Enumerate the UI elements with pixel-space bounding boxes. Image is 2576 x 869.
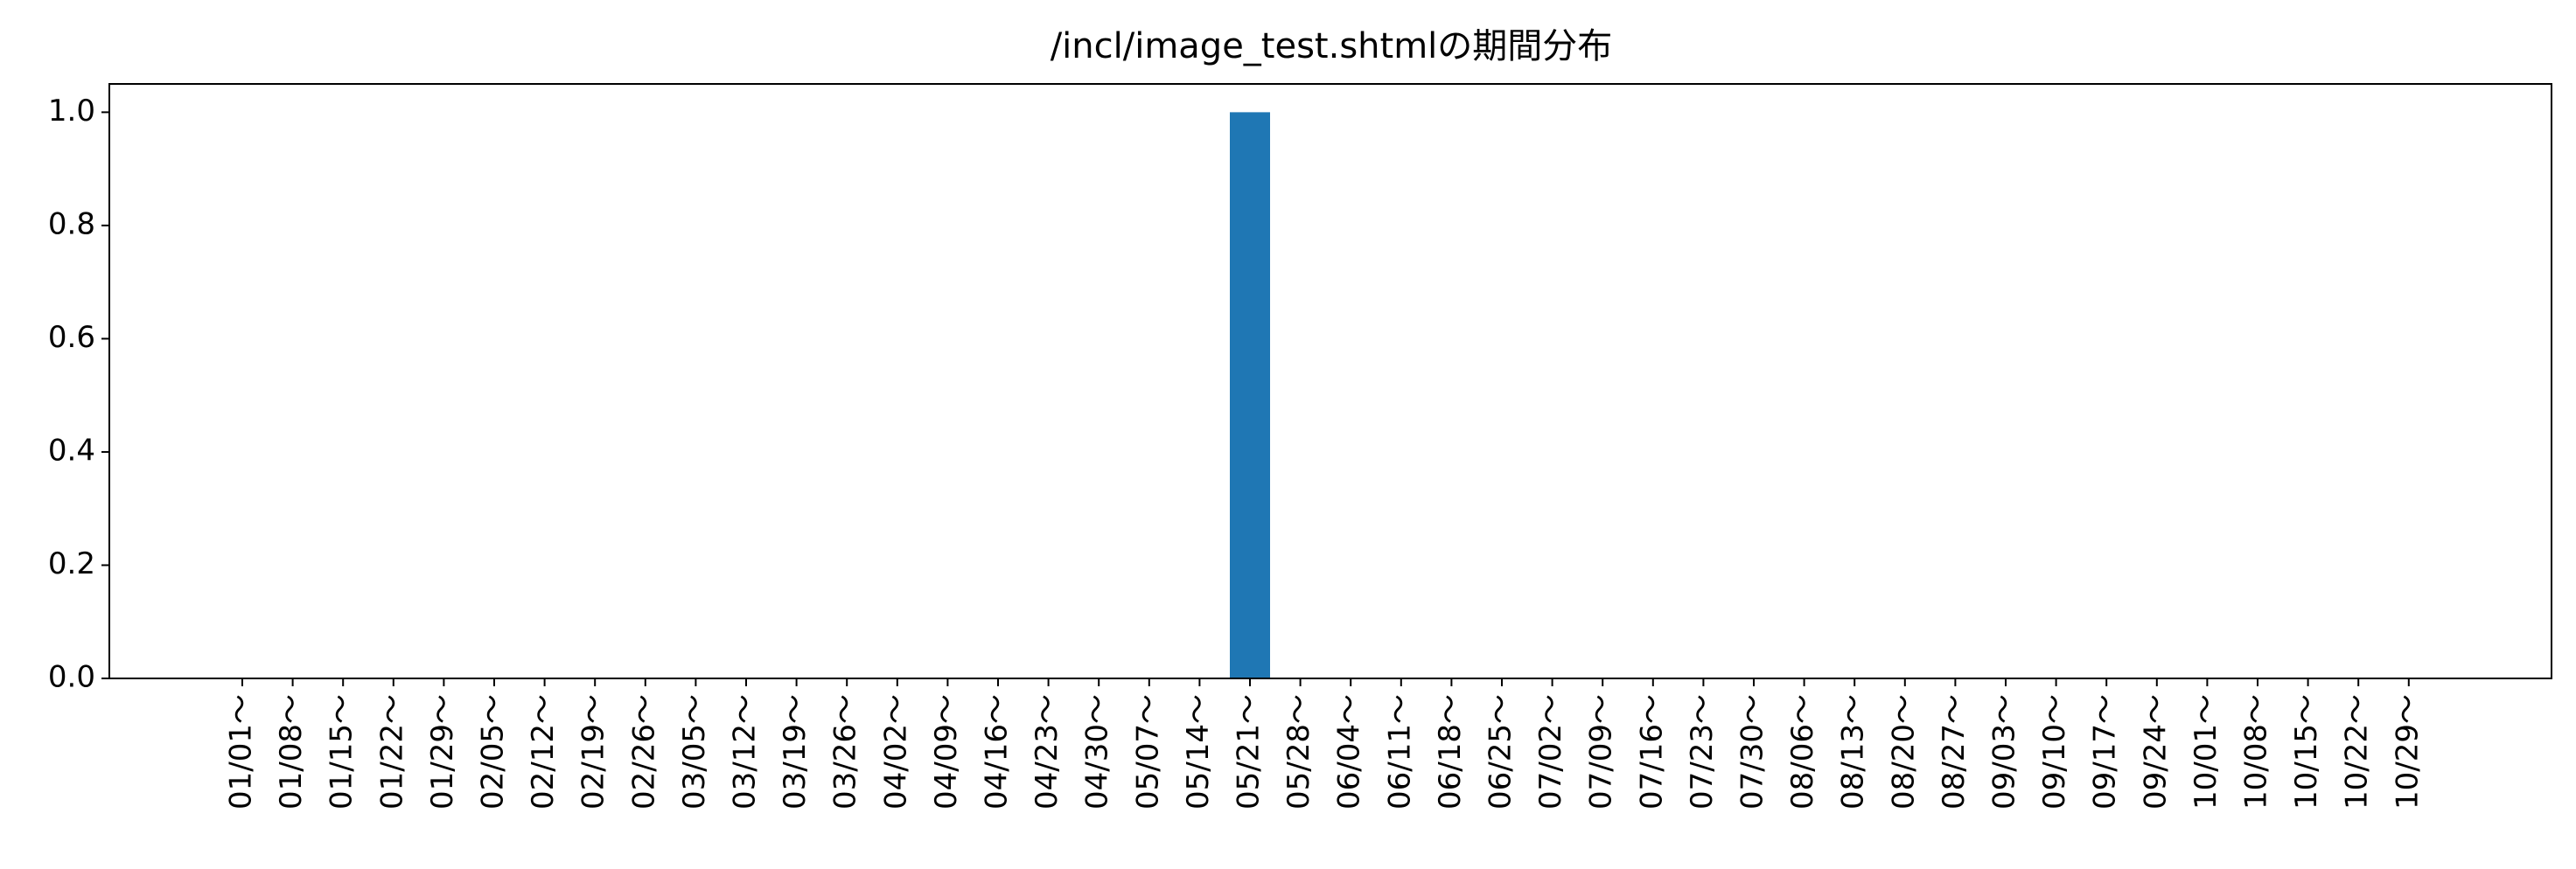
x-tick-label-41: 10/15～ [2289, 694, 2324, 810]
x-tick-label-21: 05/28～ [1281, 694, 1316, 810]
plot-frame [108, 83, 2552, 679]
x-tick-label-4: 01/29～ [425, 694, 460, 810]
y-axis: 0.0 0.2 0.4 0.6 0.8 1.0 [48, 94, 109, 695]
x-tick-label-0: 01/01～ [224, 694, 259, 810]
x-tick-label-31: 08/06～ [1785, 694, 1820, 810]
x-tick-label-13: 04/02～ [878, 694, 913, 810]
x-tick-label-10: 03/12～ [728, 694, 763, 810]
x-tick-label-2: 01/15～ [325, 694, 360, 810]
x-tick-label-8: 02/26～ [626, 694, 661, 810]
x-tick-label-3: 01/22～ [374, 694, 409, 810]
y-tick-label-2: 0.4 [48, 433, 95, 468]
x-tick-label-11: 03/19～ [778, 694, 813, 810]
y-tick-label-0: 0.0 [48, 660, 95, 695]
x-tick-label-37: 09/17～ [2088, 694, 2123, 810]
y-tick-label-5: 1.0 [48, 94, 95, 129]
x-tick-label-18: 05/07～ [1130, 694, 1165, 810]
x-tick-label-14: 04/09～ [929, 694, 964, 810]
bars [1230, 112, 1270, 678]
x-tick-label-23: 06/11～ [1382, 694, 1417, 810]
x-tick-label-20: 05/21～ [1232, 694, 1267, 810]
x-tick-label-34: 08/27～ [1937, 694, 1972, 810]
x-tick-label-42: 10/22～ [2340, 694, 2375, 810]
x-tick-label-25: 06/25～ [1483, 694, 1518, 810]
x-tick-label-9: 03/05～ [677, 694, 712, 810]
x-tick-label-7: 02/19～ [576, 694, 611, 810]
x-tick-label-19: 05/14～ [1181, 694, 1216, 810]
x-tick-label-33: 08/20～ [1886, 694, 1921, 810]
x-tick-label-36: 09/10～ [2037, 694, 2072, 810]
x-tick-label-39: 10/01～ [2189, 694, 2223, 810]
y-tick-label-3: 0.6 [48, 320, 95, 355]
x-tick-label-40: 10/08～ [2239, 694, 2274, 810]
x-tick-label-24: 06/18～ [1433, 694, 1468, 810]
x-tick-label-22: 06/04～ [1332, 694, 1367, 810]
x-tick-label-15: 04/16～ [980, 694, 1015, 810]
x-tick-label-43: 10/29～ [2390, 694, 2425, 810]
x-tick-label-30: 07/30～ [1735, 694, 1770, 810]
x-tick-label-38: 09/24～ [2138, 694, 2173, 810]
x-tick-label-5: 02/05～ [476, 694, 511, 810]
x-tick-label-28: 07/16～ [1634, 694, 1669, 810]
x-tick-label-1: 01/08～ [274, 694, 309, 810]
x-tick-label-12: 03/26～ [828, 694, 863, 810]
x-tick-label-17: 04/30～ [1080, 694, 1115, 810]
x-tick-label-6: 02/12～ [526, 694, 561, 810]
x-axis: 01/01～ 01/08～ 01/15～ 01/22～ 01/29～ 02/05～ 02/1… [224, 678, 2425, 810]
y-tick-label-1: 0.2 [48, 546, 95, 581]
x-tick-label-32: 08/13～ [1836, 694, 1871, 810]
x-tick-label-35: 09/03～ [1987, 694, 2022, 810]
x-tick-label-26: 07/02～ [1533, 694, 1568, 810]
y-tick-label-4: 0.8 [48, 206, 95, 241]
chart-title: /incl/image_test.shtmlの期間分布 [1051, 26, 1613, 66]
x-tick-label-16: 04/23～ [1030, 694, 1065, 810]
x-tick-label-27: 07/09～ [1584, 694, 1619, 810]
bar-20 [1230, 112, 1270, 678]
x-tick-label-29: 07/23～ [1685, 694, 1720, 810]
